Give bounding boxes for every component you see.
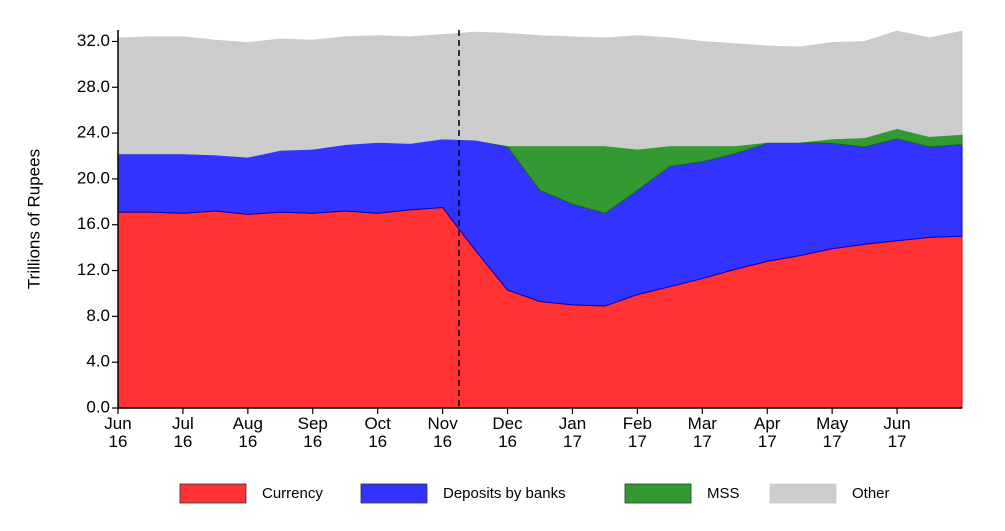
y-tick-label: 24.0 [77, 123, 110, 142]
x-tick-label: Jan 17 [558, 414, 587, 451]
y-tick-label: 32.0 [77, 31, 110, 50]
x-tick-label: Jun 16 [104, 414, 132, 451]
legend-label: Currency [262, 485, 323, 502]
x-tick-label: Feb 17 [622, 414, 653, 451]
y-tick-label: 16.0 [77, 214, 110, 233]
legend-label: MSS [707, 485, 740, 502]
legend-label: Deposits by banks [443, 485, 566, 502]
legend-label: Other [852, 485, 890, 502]
x-tick-label: May 17 [816, 414, 849, 451]
area [117, 30, 963, 158]
y-tick-label: 8.0 [86, 306, 110, 325]
legend-swatch [769, 483, 837, 504]
y-tick-label: 28.0 [77, 77, 110, 96]
x-tick-label: Jul 16 [172, 414, 194, 451]
x-tick-label: Mar 17 [687, 414, 717, 451]
x-tick-label: Sep 16 [297, 414, 328, 451]
legend-swatch [179, 483, 247, 504]
x-tick-label: Aug 16 [232, 414, 263, 451]
y-tick-label: 4.0 [86, 352, 110, 371]
x-tick-label: Dec 16 [492, 414, 523, 451]
x-tick-label: Oct 16 [364, 414, 391, 451]
x-tick-label: Nov 16 [427, 414, 458, 451]
y-tick-label: 20.0 [77, 168, 110, 187]
x-tick-label: Jun 17 [883, 414, 911, 451]
y-tick-label: 0.0 [86, 397, 110, 416]
legend-swatch [360, 483, 428, 504]
y-axis-label: Trillions of Rupees [24, 149, 43, 289]
y-tick-label: 12.0 [77, 260, 110, 279]
legend-swatch [624, 483, 692, 504]
x-tick-label: Apr 17 [753, 414, 781, 451]
